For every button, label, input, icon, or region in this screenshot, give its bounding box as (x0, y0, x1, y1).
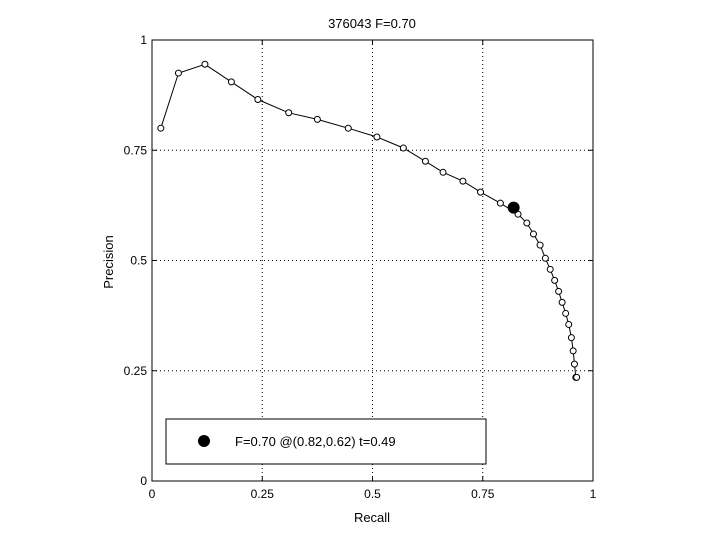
data-point (477, 188, 485, 196)
data-point (174, 69, 182, 77)
data-point (573, 373, 581, 381)
data-point (344, 124, 352, 132)
data-point (201, 60, 209, 68)
data-point (570, 360, 578, 368)
legend-box (165, 418, 487, 465)
data-point (227, 78, 235, 86)
x-tick-label: 0.25 (251, 487, 275, 501)
data-point (551, 276, 559, 284)
y-tick-label: 0.25 (124, 364, 148, 378)
best-f-point (507, 201, 520, 214)
axis-ticks: 0 0.25 0.5 0.75 1 0 0.25 0.5 0.75 1 (124, 33, 597, 501)
data-point (459, 177, 467, 185)
series-layer (157, 60, 581, 381)
data-point (313, 115, 321, 123)
y-tick-label: 1 (140, 33, 147, 47)
x-axis-label: Recall (354, 510, 390, 525)
data-point (285, 109, 293, 117)
data-point (558, 298, 566, 306)
data-point (496, 199, 504, 207)
data-point (373, 133, 381, 141)
data-point (439, 168, 447, 176)
x-tick-label: 0.5 (364, 487, 381, 501)
data-point (399, 144, 407, 152)
legend-marker (198, 435, 210, 447)
data-point (567, 334, 575, 342)
data-point (529, 230, 537, 238)
chart-title: 376043 F=0.70 (328, 16, 416, 31)
legend-label: F=0.70 @(0.82,0.62) t=0.49 (235, 434, 396, 449)
y-tick-label: 0.5 (130, 254, 147, 268)
x-tick-label: 0.75 (471, 487, 495, 501)
x-tick-label: 1 (590, 487, 597, 501)
data-point (562, 309, 570, 317)
data-point (541, 254, 549, 262)
data-point (546, 265, 554, 273)
data-point (536, 241, 544, 249)
grid-lines (152, 40, 593, 481)
data-point (254, 96, 262, 104)
data-point (569, 347, 577, 355)
y-axis-label: Precision (101, 235, 116, 288)
y-tick-label: 0 (140, 474, 147, 488)
data-point (523, 219, 531, 227)
y-tick-label: 0.75 (124, 143, 148, 157)
data-point (157, 124, 165, 132)
data-point (565, 320, 573, 328)
x-tick-label: 0 (149, 487, 156, 501)
legend: F=0.70 @(0.82,0.62) t=0.49 (165, 418, 487, 465)
data-point (421, 157, 429, 165)
data-point (555, 287, 563, 295)
